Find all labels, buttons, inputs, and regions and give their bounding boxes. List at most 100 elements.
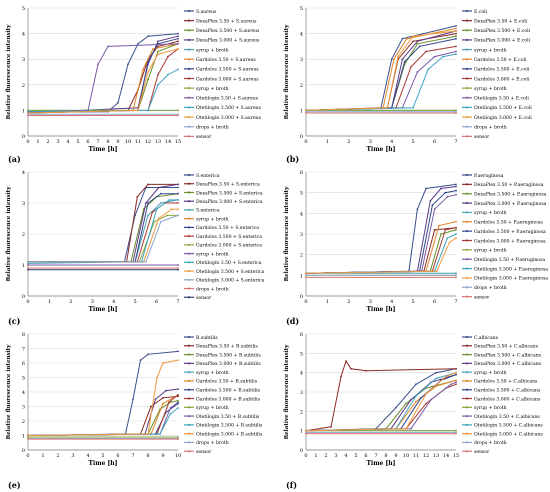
chart-a-legend-marker bbox=[187, 115, 191, 119]
chart-e-legend-label: DexaPlex 3.000 + B.subtilis bbox=[196, 361, 261, 367]
chart-a-data-point bbox=[177, 32, 179, 35]
chart-a-legend-label: DexaPlex 3.000 + S.aureus bbox=[196, 38, 260, 44]
chart-f-legend-marker bbox=[465, 423, 469, 426]
chart-b-data-point bbox=[386, 106, 389, 109]
chart-e-legend-marker bbox=[187, 344, 191, 347]
chart-f-xtick-label: 3 bbox=[334, 453, 337, 459]
chart-e-xtick-label: 9 bbox=[161, 453, 164, 459]
chart-b-legend-label: DexaPlex 3.50 + E.coli bbox=[474, 18, 528, 24]
chart-d-data-point bbox=[455, 185, 457, 188]
chart-b-legend-marker bbox=[465, 125, 469, 128]
chart-c-series-line bbox=[28, 214, 179, 263]
chart-b-xtick-label: 4 bbox=[390, 139, 393, 145]
chart-b-data-point bbox=[455, 112, 457, 114]
chart-e-xtick-label: 7 bbox=[131, 453, 134, 459]
chart-d-xtick-label: 4 bbox=[390, 299, 393, 305]
chart-f-legend-label: Gardolos 3.50 + C.albicans bbox=[474, 379, 538, 385]
chart-d-legend-label: DexaPlex 3.500 + P.aeruginosa bbox=[474, 192, 547, 198]
chart-d-data-point bbox=[305, 276, 307, 279]
chart-f-legend-marker bbox=[465, 362, 469, 365]
chart-a-xtick-label: 6 bbox=[86, 139, 89, 145]
chart-a-xtick-label: 8 bbox=[106, 139, 109, 145]
chart-d-ytick-label: 5 bbox=[300, 191, 303, 197]
chart-e-legend-marker bbox=[187, 406, 191, 409]
chart-e-legend-label: sensor bbox=[196, 450, 212, 455]
chart-b-legend-marker bbox=[465, 29, 469, 32]
chart-f-data-point bbox=[450, 383, 452, 386]
chart-b-xtick-label: 0 bbox=[304, 139, 307, 145]
chart-b-data-point bbox=[427, 68, 429, 71]
chart-b-legend-label: Otetilogin 3.000 + E.coli bbox=[474, 115, 532, 121]
chart-d-data-point bbox=[446, 195, 449, 198]
chart-b-series-line bbox=[305, 38, 457, 111]
chart-d-series-line bbox=[305, 237, 457, 274]
chart-b-xtick-label: 7 bbox=[454, 139, 457, 145]
chart-e-legend-marker bbox=[187, 335, 191, 339]
chart-b-legend-label: Otetilogin 3.50 + E.coli bbox=[474, 96, 529, 102]
chart-d-data-point bbox=[416, 208, 419, 211]
chart-e-data-point bbox=[177, 407, 179, 409]
chart-a-xtick-label: 1 bbox=[36, 139, 39, 145]
chart-d-x-axis-label: Time [h] bbox=[366, 306, 395, 313]
chart-c-data-point bbox=[177, 208, 179, 211]
chart-e-data-point bbox=[27, 436, 29, 438]
chart-e-ytick-label: 7 bbox=[22, 347, 25, 353]
chart-a-data-point bbox=[167, 73, 169, 76]
chart-panel-b: 0 1 2 3 4 5 0 1 2 3 4 5 6 7 Time [h] Relative fluoresce… bbox=[280, 2, 548, 154]
chart-d-data-point bbox=[435, 270, 438, 273]
chart-d-xtick-label: 7 bbox=[454, 299, 457, 305]
chart-a-data-point bbox=[27, 110, 29, 113]
chart-a-legend-marker bbox=[187, 135, 191, 138]
chart-f-data-point bbox=[395, 406, 397, 409]
chart-a-data-point bbox=[167, 55, 169, 58]
chart-f-legend-marker bbox=[465, 371, 469, 374]
chart-f-xtick-label: 1 bbox=[314, 453, 317, 459]
chart-d-ytick-label: 4 bbox=[300, 211, 303, 217]
chart-b-legend-marker bbox=[465, 106, 469, 109]
chart-e-legend-label: B.subtilis bbox=[196, 335, 218, 341]
chart-c-data-point bbox=[170, 208, 173, 211]
chart-c-legend-marker bbox=[187, 217, 191, 220]
chart-b-data-point bbox=[425, 50, 427, 53]
chart-a-legend-label: sensor bbox=[196, 135, 212, 140]
chart-a-ytick-label: 1 bbox=[22, 108, 25, 114]
chart-f-legend-label: Otetilogin 3.000 + C.albicans bbox=[474, 431, 543, 437]
chart-b-legend-label: syrup + broth bbox=[474, 47, 507, 53]
chart-e-data-point bbox=[139, 359, 142, 361]
chart-c-data-point bbox=[177, 202, 179, 204]
chart-d-legend-marker bbox=[465, 267, 469, 270]
chart-d-legend-label: Gardolos 3.50 + P.aeruginosa bbox=[474, 220, 543, 226]
chart-c-legend-label: syrup + broth bbox=[196, 216, 229, 222]
chart-e-legend-label: Otetilogin 3.50 + B.subtilis bbox=[196, 414, 260, 420]
chart-c-data-point bbox=[177, 264, 179, 266]
chart-e-data-point bbox=[177, 394, 179, 396]
chart-b-legend-label: E.coli bbox=[474, 9, 488, 15]
chart-c-legend-marker bbox=[187, 296, 191, 299]
chart-f-legend-label: DexaPlex 3.000 + C.albicans bbox=[474, 361, 542, 367]
chart-c-series-line bbox=[28, 187, 178, 263]
chart-f-xtick-label: 9 bbox=[394, 453, 397, 459]
chart-b-data-point bbox=[455, 110, 457, 113]
chart-c-data-point bbox=[177, 186, 179, 189]
chart-c-ytick-label: 4 bbox=[22, 170, 25, 176]
chart-c-ytick-label: 3 bbox=[22, 201, 25, 207]
panel-label-e: (e) bbox=[8, 480, 21, 490]
chart-a-xtick-label: 12 bbox=[145, 139, 151, 145]
chart-d-data-point bbox=[455, 233, 457, 235]
chart-b-legend-marker bbox=[465, 58, 469, 61]
chart-e-xtick-label: 8 bbox=[146, 453, 149, 459]
chart-e-legend-marker bbox=[187, 414, 191, 418]
chart-f-xtick-label: 11 bbox=[413, 453, 419, 459]
chart-a-data-point bbox=[177, 68, 179, 71]
chart-b-data-point bbox=[442, 55, 444, 58]
chart-e-legend-label: DexaPlex 3.500 + B.subtilis bbox=[196, 352, 261, 358]
chart-d-data-point bbox=[448, 241, 451, 244]
chart-b-xtick-label: 3 bbox=[369, 139, 372, 145]
chart-a-ytick-label: 0 bbox=[22, 134, 25, 140]
chart-c-xtick-label: 4 bbox=[112, 299, 115, 305]
chart-b-data-point bbox=[433, 55, 436, 58]
chart-c-data-point bbox=[160, 202, 162, 204]
chart-b-data-point bbox=[305, 110, 307, 113]
chart-f-data-point bbox=[350, 367, 352, 370]
chart-b-legend-marker bbox=[465, 67, 469, 70]
